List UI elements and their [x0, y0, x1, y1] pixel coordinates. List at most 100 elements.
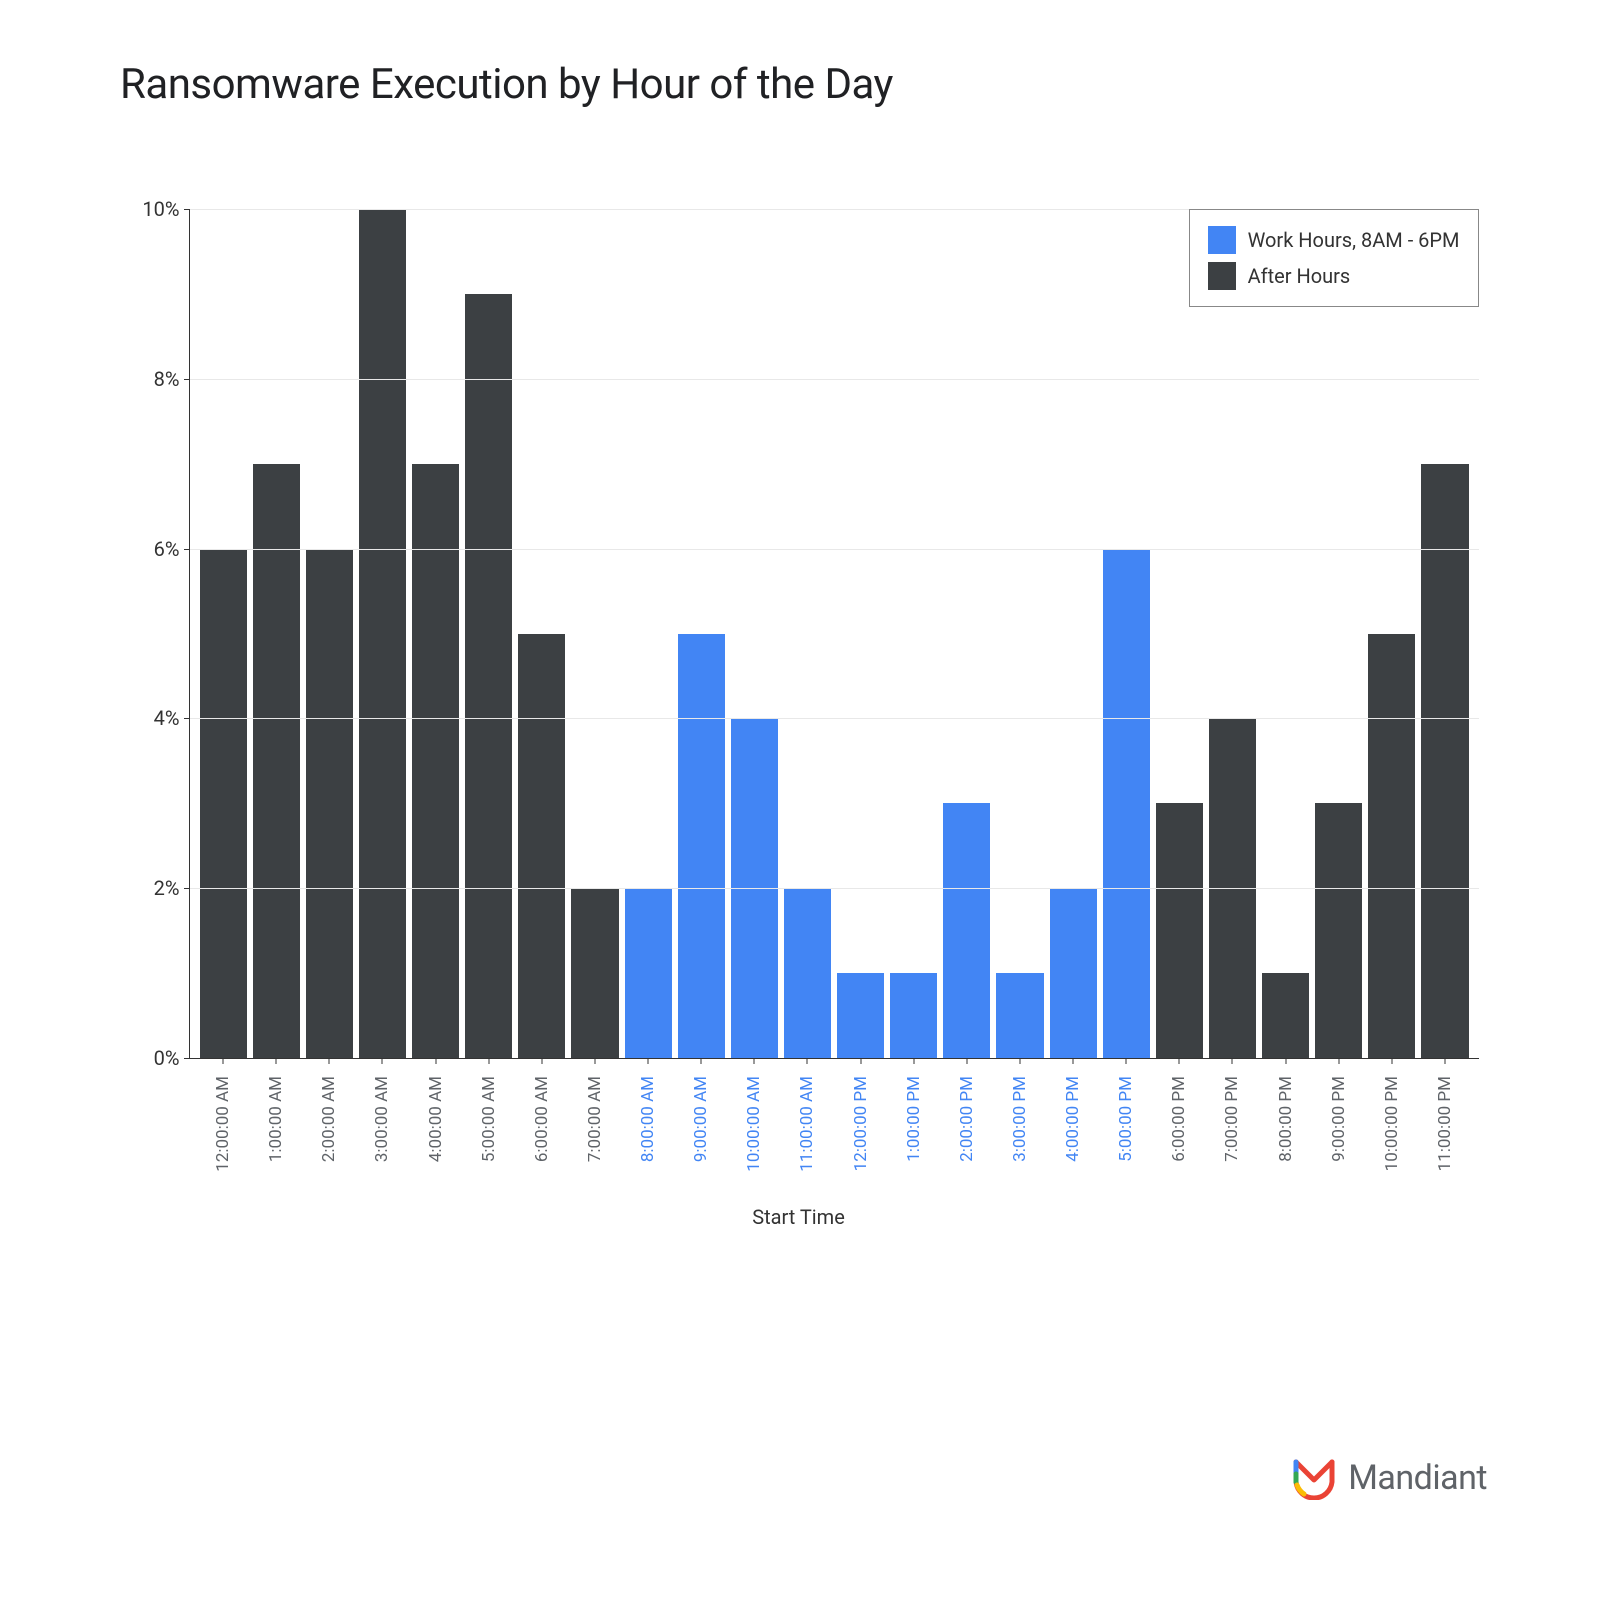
bar	[518, 634, 565, 1059]
brand-logo: Mandiant	[1292, 1456, 1487, 1500]
xtick-label: 3:00:00 AM	[372, 1058, 392, 1162]
bar	[1156, 803, 1203, 1058]
xtick-label: 9:00:00 PM	[1329, 1058, 1349, 1162]
bar-slot: 12:00:00 PM	[837, 209, 884, 1058]
xtick-label: 9:00:00 AM	[691, 1058, 711, 1162]
xtick-label: 7:00:00 AM	[585, 1058, 605, 1162]
bar	[1262, 973, 1309, 1058]
xtick-label: 4:00:00 PM	[1063, 1058, 1083, 1162]
bar-slot: 1:00:00 AM	[253, 209, 300, 1058]
ytick-mark	[184, 718, 190, 719]
legend-item-after: After Hours	[1208, 258, 1460, 294]
bar-slot: 10:00:00 AM	[731, 209, 778, 1058]
bar	[571, 888, 618, 1058]
bar	[253, 464, 300, 1058]
bar	[1421, 464, 1468, 1058]
mandiant-icon	[1292, 1456, 1336, 1500]
ytick-mark	[184, 888, 190, 889]
bar-slot: 8:00:00 PM	[1262, 209, 1309, 1058]
bar-slot: 5:00:00 PM	[1103, 209, 1150, 1058]
legend-swatch-work	[1208, 226, 1236, 254]
ytick-mark	[184, 379, 190, 380]
bar-slot: 6:00:00 AM	[518, 209, 565, 1058]
bar	[412, 464, 459, 1058]
gridline	[190, 888, 1479, 889]
xtick-label: 6:00:00 PM	[1169, 1058, 1189, 1162]
bar	[1050, 888, 1097, 1058]
bar	[306, 549, 353, 1058]
xtick-label: 4:00:00 AM	[426, 1058, 446, 1162]
ytick-mark	[184, 209, 190, 210]
bar-slot: 8:00:00 AM	[625, 209, 672, 1058]
bar	[837, 973, 884, 1058]
gridline	[190, 549, 1479, 550]
xaxis-title: Start Time	[99, 1205, 1499, 1229]
bar-slot: 4:00:00 PM	[1050, 209, 1097, 1058]
xtick-label: 6:00:00 AM	[532, 1058, 552, 1162]
bar-slot: 9:00:00 AM	[678, 209, 725, 1058]
xtick-label: 2:00:00 AM	[319, 1058, 339, 1162]
bar-slot: 3:00:00 PM	[996, 209, 1043, 1058]
bar-slot: 7:00:00 PM	[1209, 209, 1256, 1058]
xtick-label: 1:00:00 AM	[266, 1058, 286, 1162]
bar	[1315, 803, 1362, 1058]
ytick-label: 0%	[120, 1046, 180, 1070]
bar-slot: 3:00:00 AM	[359, 209, 406, 1058]
bar-slot: 10:00:00 PM	[1368, 209, 1415, 1058]
bar-slot: 4:00:00 AM	[412, 209, 459, 1058]
ytick-label: 10%	[120, 197, 180, 221]
ytick-mark	[184, 1058, 190, 1059]
ytick-label: 8%	[120, 367, 180, 391]
bar	[678, 634, 725, 1059]
bar-slot: 2:00:00 AM	[306, 209, 353, 1058]
legend-label-work: Work Hours, 8AM - 6PM	[1248, 228, 1460, 252]
bar	[890, 973, 937, 1058]
bar	[996, 973, 1043, 1058]
xtick-label: 3:00:00 PM	[1010, 1058, 1030, 1162]
brand-text: Mandiant	[1348, 1458, 1487, 1498]
plot-area: 12:00:00 AM1:00:00 AM2:00:00 AM3:00:00 A…	[189, 209, 1479, 1059]
xtick-label: 11:00:00 AM	[797, 1058, 817, 1172]
bar-slot: 2:00:00 PM	[943, 209, 990, 1058]
xtick-label: 8:00:00 PM	[1276, 1058, 1296, 1162]
bar	[359, 209, 406, 1058]
chart-container: Ransomware Execution by Hour of the Day …	[0, 0, 1597, 1600]
gridline	[190, 718, 1479, 719]
ytick-mark	[184, 549, 190, 550]
chart-wrap: Work Hours, 8AM - 6PM After Hours 12:00:…	[99, 209, 1499, 1259]
legend-label-after: After Hours	[1248, 264, 1351, 288]
ytick-label: 4%	[120, 706, 180, 730]
legend-swatch-after	[1208, 262, 1236, 290]
bar-slot: 1:00:00 PM	[890, 209, 937, 1058]
bars-group: 12:00:00 AM1:00:00 AM2:00:00 AM3:00:00 A…	[190, 209, 1479, 1058]
bar	[625, 888, 672, 1058]
bar-slot: 6:00:00 PM	[1156, 209, 1203, 1058]
gridline	[190, 379, 1479, 380]
xtick-label: 10:00:00 AM	[744, 1058, 764, 1172]
xtick-label: 1:00:00 PM	[904, 1058, 924, 1162]
legend-item-work: Work Hours, 8AM - 6PM	[1208, 222, 1460, 258]
bar	[1368, 634, 1415, 1059]
ytick-label: 2%	[120, 876, 180, 900]
bar-slot: 7:00:00 AM	[571, 209, 618, 1058]
xtick-label: 5:00:00 PM	[1116, 1058, 1136, 1162]
bar	[784, 888, 831, 1058]
legend: Work Hours, 8AM - 6PM After Hours	[1189, 209, 1479, 307]
xtick-label: 5:00:00 AM	[479, 1058, 499, 1162]
bar	[943, 803, 990, 1058]
bar	[465, 294, 512, 1058]
xtick-label: 12:00:00 AM	[213, 1058, 233, 1172]
bar	[200, 549, 247, 1058]
xtick-label: 12:00:00 PM	[851, 1058, 871, 1171]
xtick-label: 8:00:00 AM	[638, 1058, 658, 1162]
ytick-label: 6%	[120, 537, 180, 561]
xtick-label: 10:00:00 PM	[1382, 1058, 1402, 1171]
xtick-label: 11:00:00 PM	[1435, 1058, 1455, 1171]
bar	[1103, 549, 1150, 1058]
xtick-label: 2:00:00 PM	[957, 1058, 977, 1162]
xtick-label: 7:00:00 PM	[1222, 1058, 1242, 1162]
bar-slot: 5:00:00 AM	[465, 209, 512, 1058]
chart-title: Ransomware Execution by Hour of the Day	[120, 60, 1507, 109]
bar-slot: 11:00:00 PM	[1421, 209, 1468, 1058]
bar-slot: 9:00:00 PM	[1315, 209, 1362, 1058]
